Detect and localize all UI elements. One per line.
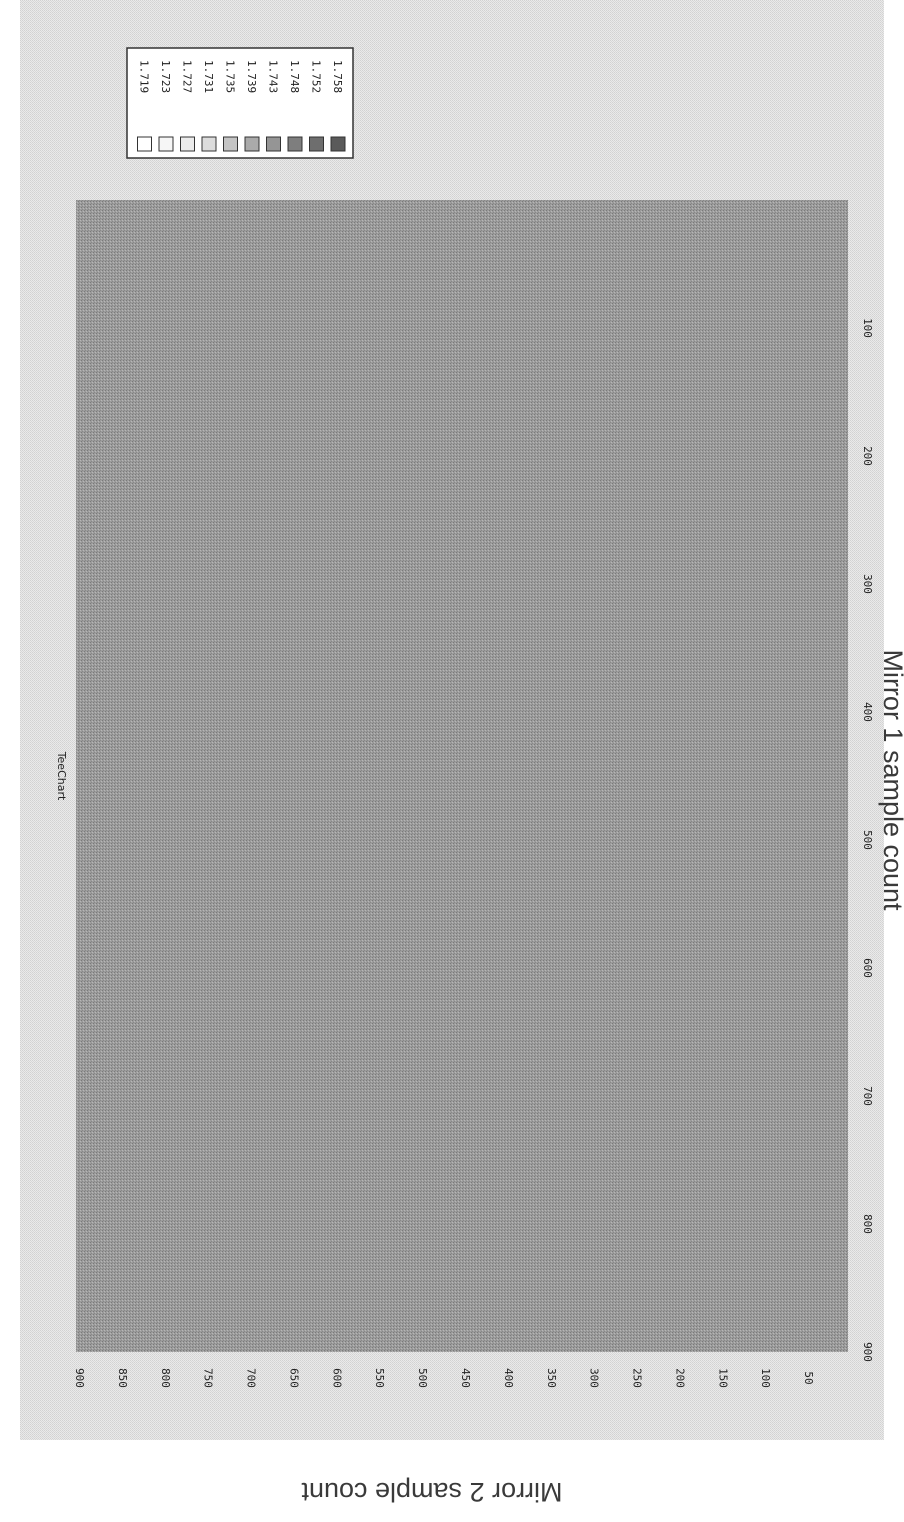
legend-swatch — [180, 136, 195, 152]
legend-swatch — [223, 136, 238, 152]
legend-swatch — [244, 136, 260, 152]
x-tick-label: 100 — [861, 318, 874, 338]
legend-swatch — [287, 136, 303, 152]
heatmap-field — [76, 200, 848, 1352]
y-tick-label: 500 — [416, 1368, 429, 1388]
y-tick-label: 600 — [330, 1368, 343, 1388]
legend: 1.758 1.752 1.748 1.743 1.739 1.735 1.731 1.727… — [126, 47, 354, 159]
legend-label: 1.727 — [181, 60, 194, 93]
chart-title: TeeChart — [55, 751, 68, 801]
x-tick-label: 600 — [861, 958, 874, 978]
legend-label: 1.735 — [224, 60, 237, 93]
y-axis-ticks: 50 100 150 200 250 300 350 400 450 500 550 600 650 70… — [73, 1368, 815, 1388]
legend-swatch — [158, 136, 174, 152]
y-axis-label: Mirror 2 sample count — [301, 1477, 563, 1507]
legend-label: 1.731 — [202, 60, 215, 93]
y-tick-label: 200 — [673, 1368, 686, 1388]
legend-swatch — [266, 136, 281, 152]
legend-label: 1.752 — [310, 60, 323, 93]
x-tick-label: 400 — [861, 702, 874, 722]
x-tick-label: 500 — [861, 830, 874, 850]
legend-label: 1.743 — [267, 60, 280, 93]
y-tick-label: 900 — [73, 1368, 86, 1388]
legend-swatch — [309, 136, 324, 152]
x-tick-label: 900 — [861, 1342, 874, 1362]
legend-label: 1.723 — [159, 60, 172, 93]
x-tick-label: 800 — [861, 1214, 874, 1234]
legend-label: 1.719 — [138, 60, 151, 93]
legend-label: 1.748 — [288, 60, 301, 93]
y-tick-label: 700 — [245, 1368, 258, 1388]
y-tick-label: 650 — [287, 1368, 300, 1388]
y-tick-label: 300 — [588, 1368, 601, 1388]
x-axis-label: Mirror 1 sample count — [878, 649, 904, 911]
x-axis-ticks: 100 200 300 400 500 600 700 800 900 — [861, 318, 874, 1362]
x-tick-label: 200 — [861, 446, 874, 466]
y-tick-label: 100 — [759, 1368, 772, 1388]
y-tick-label: 400 — [502, 1368, 515, 1388]
x-tick-label: 700 — [861, 1086, 874, 1106]
y-tick-label: 750 — [202, 1368, 215, 1388]
y-tick-label: 850 — [116, 1368, 129, 1388]
y-tick-label: 150 — [716, 1368, 729, 1388]
x-tick-label: 300 — [861, 574, 874, 594]
legend-swatch — [137, 136, 152, 152]
y-tick-label: 50 — [802, 1371, 815, 1384]
legend-swatch — [330, 136, 346, 152]
y-tick-label: 350 — [545, 1368, 558, 1388]
legend-label: 1.758 — [331, 60, 344, 93]
y-tick-label: 800 — [159, 1368, 172, 1388]
legend-swatch — [201, 136, 217, 152]
legend-label: 1.739 — [245, 60, 258, 93]
y-tick-label: 450 — [459, 1368, 472, 1388]
y-tick-label: 550 — [373, 1368, 386, 1388]
y-tick-label: 250 — [631, 1368, 644, 1388]
